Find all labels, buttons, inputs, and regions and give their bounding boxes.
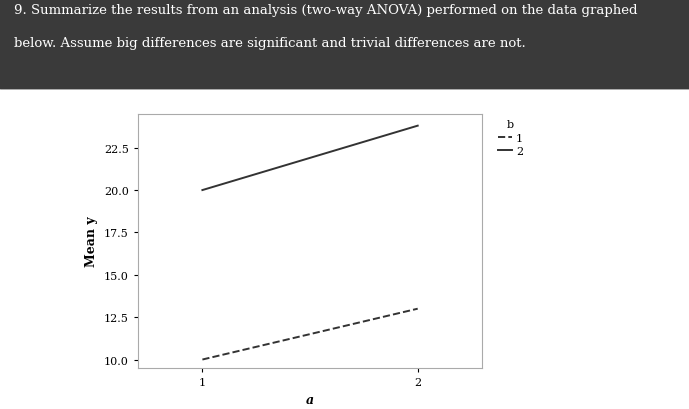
Legend: 1, 2: 1, 2	[498, 120, 523, 157]
Y-axis label: Mean y: Mean y	[85, 216, 99, 267]
Text: 9. Summarize the results from an analysis (two-way ANOVA) performed on the data : 9. Summarize the results from an analysi…	[14, 4, 637, 17]
X-axis label: a: a	[306, 393, 314, 406]
Text: below. Assume big differences are significant and trivial differences are not.: below. Assume big differences are signif…	[14, 37, 526, 50]
